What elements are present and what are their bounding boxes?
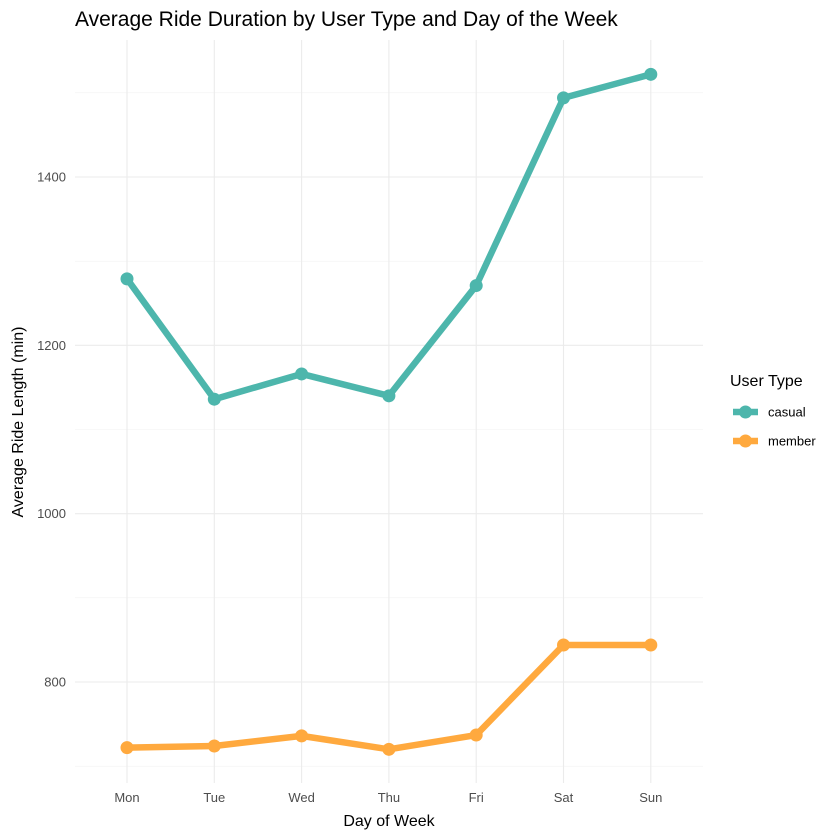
- x-axis-ticks: Mon Tue Wed Thu Fri Sat Sun: [114, 790, 662, 805]
- data-point: [644, 67, 658, 81]
- y-tick-label: 1400: [37, 170, 66, 185]
- legend-item-casual: casual: [733, 405, 806, 420]
- series-casual: [120, 67, 658, 406]
- y-tick-label: 1000: [37, 506, 66, 521]
- x-tick-label: Tue: [203, 790, 225, 805]
- legend-items: casual member: [733, 405, 816, 449]
- series-layer: [120, 67, 658, 756]
- data-point: [207, 739, 221, 753]
- x-tick-label: Wed: [288, 790, 315, 805]
- x-tick-label: Fri: [469, 790, 484, 805]
- legend-key-point: [739, 434, 752, 448]
- chart-title: Average Ride Duration by User Type and D…: [75, 8, 618, 31]
- data-point: [382, 742, 396, 756]
- legend-title: User Type: [730, 373, 803, 390]
- series-member: [120, 638, 658, 756]
- data-point: [295, 367, 309, 381]
- data-point: [469, 728, 483, 742]
- data-point: [120, 272, 134, 286]
- data-point: [120, 741, 134, 755]
- x-tick-label: Sun: [639, 790, 662, 805]
- legend-label: casual: [768, 405, 806, 420]
- data-point: [295, 729, 309, 743]
- data-point: [207, 392, 221, 406]
- legend-label: member: [768, 434, 816, 449]
- y-tick-label: 1200: [37, 338, 66, 353]
- data-point: [644, 638, 658, 652]
- x-tick-label: Mon: [114, 790, 139, 805]
- legend: User Type casual member: [730, 373, 816, 449]
- legend-item-member: member: [733, 434, 816, 449]
- x-tick-label: Sat: [554, 790, 574, 805]
- y-tick-label: 800: [44, 675, 66, 690]
- data-point: [557, 91, 570, 105]
- data-point: [557, 638, 570, 652]
- y-axis-title: Average Ride Length (min): [10, 327, 27, 518]
- grid: [75, 40, 703, 783]
- y-axis-ticks: 800 1000 1200 1400: [37, 170, 66, 690]
- legend-key-point: [739, 405, 752, 419]
- x-tick-label: Thu: [378, 790, 400, 805]
- data-point: [469, 279, 483, 293]
- data-point: [382, 389, 396, 403]
- x-axis-title: Day of Week: [343, 813, 435, 830]
